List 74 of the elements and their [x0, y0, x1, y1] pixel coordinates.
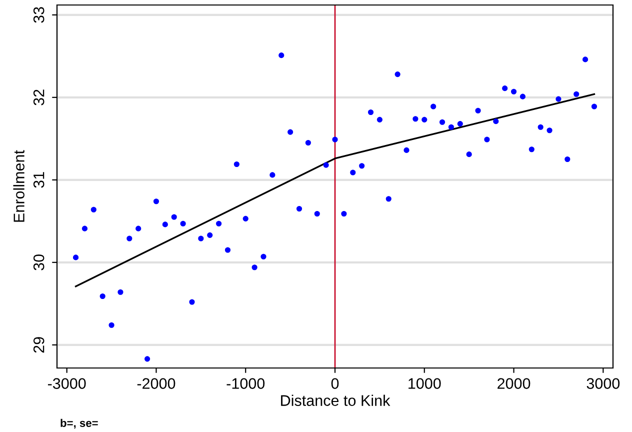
- point: [126, 236, 132, 242]
- point: [412, 116, 418, 122]
- point: [528, 146, 534, 152]
- point: [72, 254, 79, 260]
- point: [376, 116, 382, 122]
- point: [270, 172, 276, 178]
- point: [305, 140, 311, 146]
- point: [144, 356, 150, 362]
- point: [198, 236, 204, 242]
- point: [288, 129, 294, 135]
- point: [448, 124, 454, 130]
- point: [511, 88, 517, 94]
- x-tick-label: 2000: [498, 378, 530, 389]
- point: [278, 52, 284, 58]
- point: [314, 210, 320, 217]
- point: [404, 147, 410, 153]
- point: [493, 118, 499, 124]
- point: [466, 152, 472, 158]
- point: [475, 108, 481, 114]
- point: [162, 222, 168, 228]
- y-tick-label: 32: [33, 90, 44, 106]
- point: [90, 206, 96, 212]
- point: [252, 264, 258, 270]
- x-tick-label: 3000: [586, 378, 620, 389]
- point: [242, 216, 248, 222]
- x-tick-label: 1000: [408, 378, 441, 389]
- point: [108, 322, 114, 328]
- point: [350, 170, 356, 176]
- point: [591, 104, 598, 110]
- point: [260, 254, 266, 260]
- point: [189, 299, 195, 305]
- point: [520, 94, 526, 100]
- point: [564, 156, 570, 162]
- point: [332, 136, 338, 142]
- point: [457, 121, 463, 127]
- y-tick-label: 33: [33, 7, 44, 23]
- y-tick-label: 29: [33, 337, 44, 353]
- x-tick-label: -1000: [226, 378, 265, 389]
- point: [368, 109, 374, 116]
- point: [422, 116, 428, 122]
- x-tick-label: -2000: [137, 378, 176, 389]
- y-axis-title: Enrollment: [13, 150, 24, 222]
- x-tick-label: -3000: [48, 378, 86, 389]
- point: [323, 162, 329, 168]
- point: [546, 128, 552, 134]
- point: [207, 232, 213, 238]
- point: [386, 196, 392, 202]
- point: [582, 56, 588, 62]
- point: [341, 210, 347, 217]
- point: [439, 119, 446, 125]
- point: [82, 226, 88, 232]
- text: b=, se=: [60, 418, 98, 429]
- x-axis-title: Distance to Kink: [281, 394, 390, 406]
- x-tick-label: 0: [331, 378, 339, 389]
- y-tick-label: 31: [33, 172, 44, 188]
- y-tick-label: 30: [33, 254, 44, 270]
- point: [296, 206, 302, 212]
- point: [359, 163, 365, 169]
- point: [100, 293, 106, 300]
- point: [502, 86, 508, 92]
- point: [136, 226, 142, 232]
- point: [234, 161, 240, 168]
- point: [118, 289, 124, 295]
- point: [153, 198, 159, 204]
- point: [180, 220, 186, 226]
- point: [224, 247, 231, 253]
- point: [216, 220, 222, 226]
- point: [538, 124, 544, 130]
- point: [574, 91, 580, 97]
- point: [484, 136, 490, 142]
- point: [171, 214, 177, 220]
- point: [556, 96, 562, 102]
- point: [430, 104, 436, 110]
- point: [394, 72, 400, 78]
